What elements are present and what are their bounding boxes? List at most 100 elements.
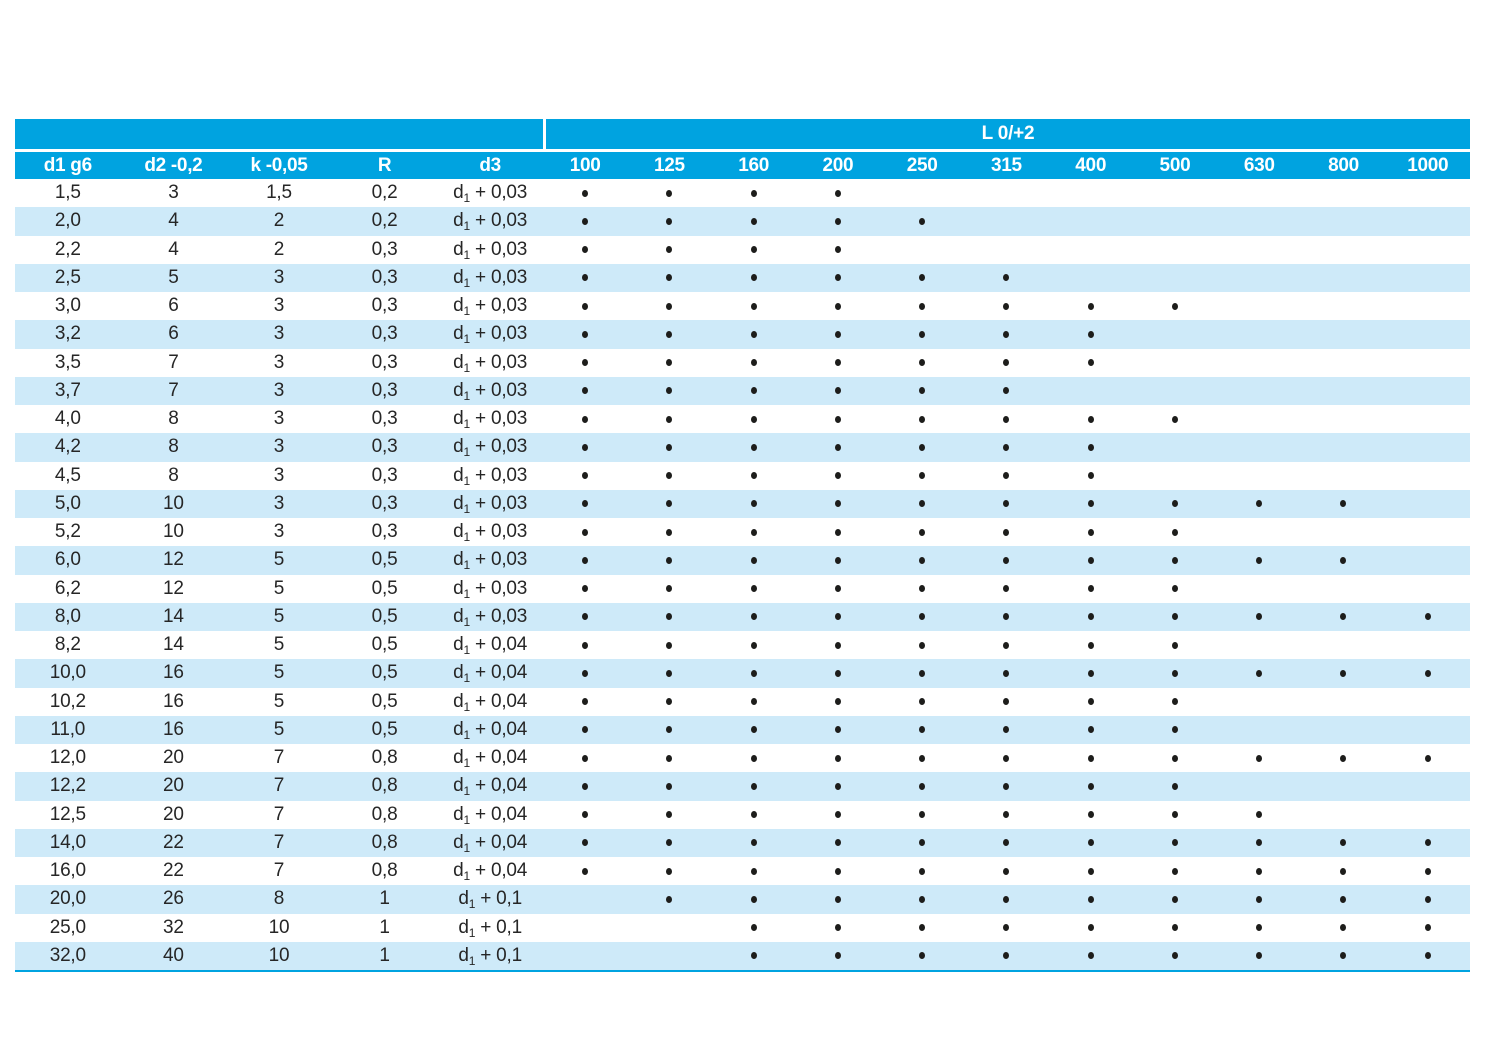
availability-cell [543,659,627,687]
availability-dot [1087,443,1094,451]
availability-cell [796,349,880,377]
d3-tolerance: + 0,04 [475,831,528,853]
availability-dot [1087,528,1094,536]
d3-subscript: 1 [463,812,471,827]
d3-tolerance: + 0,03 [475,436,528,458]
availability-cell [1386,659,1470,687]
availability-dot [750,669,757,677]
cell-d1: 2,2 [54,238,81,260]
d3-base: d [453,436,464,458]
availability-cell [1217,207,1301,235]
availability-dot [834,302,841,310]
availability-dot [1340,754,1347,762]
availability-cell [1217,264,1301,292]
availability-dot [1424,669,1431,677]
availability-dot [1340,500,1347,508]
availability-cell [712,349,796,377]
availability-cell [1301,744,1385,772]
availability-cell [1133,857,1217,885]
availability-dot [750,698,757,706]
availability-dot [666,556,673,564]
availability-dot [834,500,841,508]
availability-dot [834,782,841,790]
cell-r: 0,5 [371,718,398,740]
availability-cell [880,603,964,631]
availability-dot [834,669,841,677]
cell-d1: 2,0 [54,210,81,232]
cell-d3: d 1 + 0,03 [437,207,543,235]
availability-cell [1217,518,1301,546]
cell-d2: 20 [163,803,184,825]
cell-d3: d 1 + 0,04 [437,801,543,829]
cell-d3: d 1 + 0,04 [437,829,543,857]
availability-cell [880,320,964,348]
availability-dot [666,500,673,508]
availability-cell [880,716,964,744]
availability-cell [543,603,627,631]
d3-base: d [458,888,469,910]
availability-cell [627,405,711,433]
availability-cell [1049,433,1133,461]
availability-dot [919,330,926,338]
cell-d2: 6 [168,323,179,345]
availability-dot [1340,895,1347,903]
availability-dot [666,415,673,423]
availability-cell [1133,688,1217,716]
availability-dot [919,585,926,593]
cell-d1: 4,5 [54,464,81,486]
dimension-table: L 0/+2 d1 g6 d2 -0,2 k -0,05 R d3 100 12… [15,119,1470,972]
availability-cell [1386,801,1470,829]
cell-k: 3 [273,295,285,317]
availability-dot [834,924,841,932]
availability-cell [1049,179,1133,207]
availability-cell [1386,631,1470,659]
d3-subscript: 1 [463,473,471,488]
availability-cell [1049,236,1133,264]
availability-cell [964,659,1048,687]
column-header-l160: 160 [738,154,770,176]
d3-tolerance: + 0,03 [475,182,528,204]
availability-dot [750,472,757,480]
availability-dot [1087,839,1094,847]
table-row: 10,2 16 5 0,5 d 1 + 0,04 [15,687,1470,716]
cell-d3: d 1 + 0,1 [437,885,543,913]
availability-cell [543,688,627,716]
availability-cell [1049,490,1133,518]
availability-dot [1003,330,1010,338]
availability-cell [1217,716,1301,744]
cell-d3: d 1 + 0,03 [437,433,543,461]
availability-cell [627,603,711,631]
availability-cell [964,716,1048,744]
availability-cell [1217,377,1301,405]
cell-k: 3 [273,323,285,345]
availability-cell [1386,942,1470,970]
availability-cell [543,264,627,292]
availability-dot [919,415,926,423]
availability-dot [1171,415,1178,423]
availability-dot [582,443,589,451]
availability-cell [1133,829,1217,857]
availability-dot [1003,839,1010,847]
table-row: 2,0 4 2 0,2 d 1 + 0,03 [15,207,1470,236]
availability-cell [880,405,964,433]
availability-cell [1386,688,1470,716]
availability-cell [1217,320,1301,348]
cell-d3: d 1 + 0,03 [437,377,543,405]
availability-cell [543,914,627,942]
d3-tolerance: + 0,03 [475,266,528,288]
cell-k: 5 [273,577,285,599]
availability-dot [1003,443,1010,451]
d3-subscript: 1 [463,219,471,234]
table-row: 4,5 8 3 0,3 d 1 + 0,03 [15,461,1470,490]
availability-dot [919,782,926,790]
availability-dot [1424,924,1431,932]
availability-cell [712,546,796,574]
d3-base: d [453,831,464,853]
d3-tolerance: + 0,1 [480,916,522,938]
availability-dot [919,867,926,875]
availability-dot [834,330,841,338]
availability-cell [964,942,1048,970]
table-row: 25,0 32 10 1 d 1 + 0,1 [15,913,1470,942]
availability-dot [1171,924,1178,932]
availability-cell [1049,207,1133,235]
